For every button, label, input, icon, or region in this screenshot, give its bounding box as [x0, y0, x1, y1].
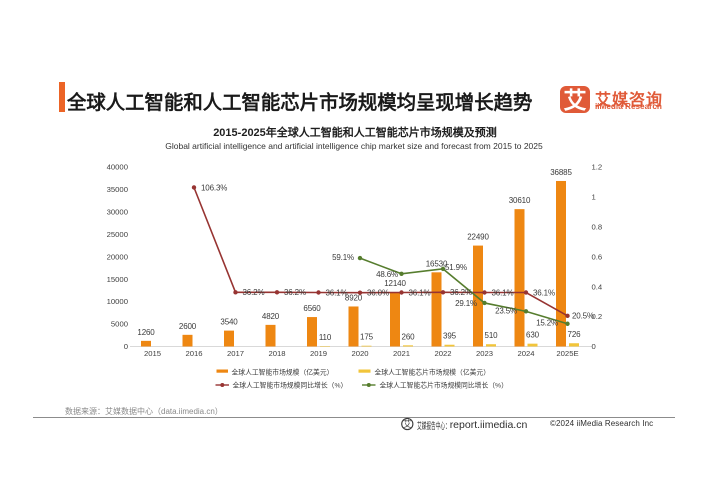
svg-text:20000: 20000: [107, 252, 128, 261]
svg-text:726: 726: [568, 330, 582, 339]
svg-text:1.2: 1.2: [592, 163, 603, 172]
svg-text:36.1%: 36.1%: [409, 288, 431, 297]
svg-text:15000: 15000: [107, 275, 128, 284]
svg-text:36.2%: 36.2%: [284, 288, 306, 297]
svg-text:59.1%: 59.1%: [332, 253, 354, 262]
svg-text:10000: 10000: [107, 297, 128, 306]
svg-text:2600: 2600: [179, 322, 197, 331]
svg-text:0.6: 0.6: [592, 252, 603, 261]
svg-text:2015: 2015: [144, 349, 161, 358]
svg-text:5000: 5000: [111, 320, 128, 329]
svg-text:175: 175: [360, 333, 374, 342]
svg-text:2016: 2016: [185, 349, 202, 358]
svg-text:6560: 6560: [303, 304, 321, 313]
svg-text:0: 0: [592, 342, 596, 351]
svg-text:35000: 35000: [107, 185, 128, 194]
svg-text:36885: 36885: [550, 168, 572, 177]
svg-text:110: 110: [319, 333, 332, 342]
svg-text:全球人工智能市场规模（亿美元）: 全球人工智能市场规模（亿美元）: [232, 368, 334, 377]
svg-text:20.5%: 20.5%: [572, 311, 594, 320]
svg-text:2025E: 2025E: [556, 349, 578, 358]
svg-text:2019: 2019: [310, 349, 327, 358]
svg-text:36.2%: 36.2%: [243, 288, 265, 297]
svg-text:48.6%: 48.6%: [376, 270, 398, 279]
svg-text:4820: 4820: [262, 312, 280, 321]
svg-text:8920: 8920: [345, 294, 363, 303]
svg-text:0.4: 0.4: [592, 282, 603, 291]
svg-text:30610: 30610: [509, 196, 531, 205]
svg-text:1: 1: [592, 193, 596, 202]
svg-text:16530: 16530: [426, 259, 448, 268]
svg-text:0.2: 0.2: [592, 312, 603, 321]
svg-text:2021: 2021: [393, 349, 410, 358]
svg-text:3540: 3540: [220, 318, 238, 327]
svg-text:36.2%: 36.2%: [450, 288, 472, 297]
svg-text:全球人工智能芯片市场规模同比增长（%）: 全球人工智能芯片市场规模同比增长（%）: [380, 381, 508, 390]
svg-text:22490: 22490: [467, 233, 489, 242]
svg-text:2020: 2020: [351, 349, 368, 358]
svg-text:2017: 2017: [227, 349, 244, 358]
svg-text:0.8: 0.8: [592, 222, 603, 231]
svg-text:30000: 30000: [107, 208, 128, 217]
svg-text:29.1%: 29.1%: [455, 299, 477, 308]
svg-text:630: 630: [526, 331, 540, 340]
svg-text:510: 510: [485, 331, 499, 340]
svg-text:36.1%: 36.1%: [492, 288, 514, 297]
svg-text:36.1%: 36.1%: [533, 288, 555, 297]
svg-text:36.1%: 36.1%: [326, 288, 348, 297]
svg-text:260: 260: [402, 332, 416, 341]
svg-text:40000: 40000: [107, 163, 128, 172]
svg-text:艾: 艾: [403, 419, 412, 429]
svg-text:23.5%: 23.5%: [495, 306, 517, 315]
svg-text:106.3%: 106.3%: [201, 183, 227, 192]
svg-text:2022: 2022: [434, 349, 451, 358]
svg-text:全球人工智能市场规模同比增长（%）: 全球人工智能市场规模同比增长（%）: [233, 381, 348, 390]
svg-text:0: 0: [124, 342, 128, 351]
svg-text:2024: 2024: [517, 349, 535, 358]
svg-text:2023: 2023: [476, 349, 493, 358]
svg-text:12140: 12140: [384, 279, 406, 288]
svg-text:51.9%: 51.9%: [445, 263, 467, 272]
svg-text:36.0%: 36.0%: [367, 288, 389, 297]
svg-text:1260: 1260: [137, 328, 155, 337]
svg-text:15.2%: 15.2%: [536, 319, 558, 328]
svg-text:25000: 25000: [107, 230, 128, 239]
svg-text:395: 395: [443, 332, 457, 341]
svg-text:2018: 2018: [268, 349, 285, 358]
svg-text:全球人工智能芯片市场规模（亿美元）: 全球人工智能芯片市场规模（亿美元）: [375, 368, 491, 377]
